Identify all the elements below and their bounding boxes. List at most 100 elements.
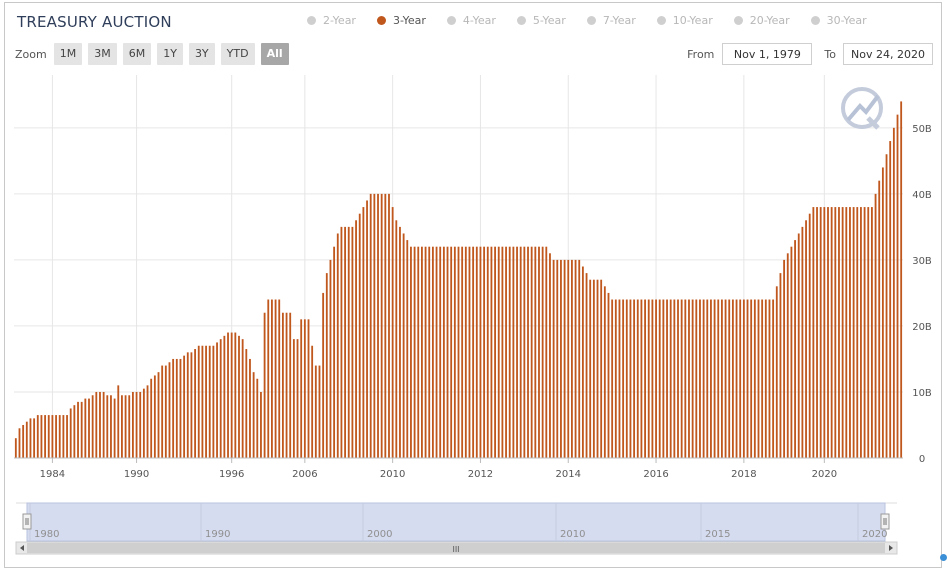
navigator-left-handle[interactable] [22, 513, 32, 530]
bar [563, 259, 566, 458]
bar [106, 395, 109, 458]
legend-item-4-year[interactable]: 4-Year [446, 14, 496, 27]
bar [453, 246, 456, 458]
zoom-button-1y[interactable]: 1Y [157, 43, 183, 65]
bar [581, 266, 584, 458]
legend-item-30-year[interactable]: 30-Year [810, 14, 867, 27]
bar [472, 246, 475, 458]
bar [344, 226, 347, 458]
legend-item-3-year[interactable]: 3-Year [376, 14, 426, 27]
zoom-button-1m[interactable]: 1M [53, 43, 83, 65]
bar [794, 240, 796, 458]
bar [14, 438, 17, 458]
bar [380, 193, 383, 459]
bar [29, 418, 32, 458]
legend-item-7-year[interactable]: 7-Year [586, 14, 636, 27]
bar [523, 246, 526, 458]
bar [373, 193, 376, 459]
bar [355, 220, 357, 458]
bar [245, 349, 248, 458]
bar [772, 299, 775, 458]
zoom-button-3m[interactable]: 3M [88, 43, 117, 65]
bar [680, 299, 683, 458]
watermark-logo-icon [838, 84, 886, 136]
resize-handle-icon[interactable] [940, 554, 947, 561]
bar [801, 226, 804, 458]
bar [47, 415, 50, 458]
bar [856, 207, 859, 458]
zoom-button-6m[interactable]: 6M [122, 43, 152, 65]
bar [516, 246, 518, 458]
bar [816, 207, 818, 458]
legend-label: 10-Year [672, 14, 713, 27]
bar [241, 339, 244, 458]
bar [139, 391, 142, 458]
bar [618, 299, 621, 458]
bar [527, 246, 529, 458]
zoom-button-all[interactable]: All [260, 43, 289, 65]
bar [153, 375, 156, 458]
navigator-right-handle[interactable] [880, 513, 890, 530]
bar [647, 299, 650, 458]
legend-item-2-year[interactable]: 2-Year [307, 14, 356, 27]
legend-item-10-year[interactable]: 10-Year [656, 14, 713, 27]
bar [252, 372, 255, 458]
bar [475, 246, 478, 458]
bar [318, 365, 321, 458]
x-tick-label: 1984 [40, 469, 65, 480]
chart-container: TREASURY AUCTION 2-Year 3-Year 4-Year 5-Yea… [4, 2, 942, 568]
bar [303, 319, 306, 458]
bar [534, 246, 537, 458]
bar [150, 378, 153, 458]
bar [296, 339, 299, 458]
bar [135, 391, 138, 458]
bar [783, 259, 786, 458]
chart-title: TREASURY AUCTION [17, 13, 172, 31]
bar [256, 378, 259, 458]
bar [208, 345, 211, 458]
legend-item-5-year[interactable]: 5-Year [516, 14, 566, 27]
bar [497, 246, 500, 458]
y-tick-label: 40B [912, 190, 932, 201]
bar [234, 332, 237, 458]
navigator-year-label: 2000 [367, 529, 392, 540]
scroll-right-arrow-icon[interactable] [889, 545, 893, 551]
bar [66, 415, 68, 458]
bar [402, 233, 405, 458]
bar [347, 226, 350, 458]
zoom-button-ytd[interactable]: YTD [220, 43, 255, 65]
bar [892, 127, 895, 459]
bar [388, 193, 390, 459]
to-date-input[interactable] [843, 43, 933, 65]
from-date-input[interactable] [722, 43, 813, 65]
x-tick-label: 2018 [731, 469, 756, 480]
bar [84, 398, 87, 458]
scrollbar-thumb[interactable] [27, 543, 885, 553]
bar [366, 200, 368, 458]
x-tick-label: 1996 [219, 469, 244, 480]
bar [263, 312, 266, 458]
x-tick-label: 2016 [643, 469, 668, 480]
legend-item-20-year[interactable]: 20-Year [733, 14, 790, 27]
bar [549, 253, 551, 458]
bar [662, 299, 665, 458]
bar [36, 415, 39, 458]
zoom-button-3y[interactable]: 3Y [188, 43, 215, 65]
navigator-year-label: 2015 [705, 529, 730, 540]
bar [307, 319, 310, 458]
bar [88, 398, 90, 458]
bar [197, 345, 200, 458]
bar [530, 246, 533, 458]
bar [62, 415, 65, 458]
legend-dot-icon [446, 16, 456, 25]
bar [175, 358, 178, 458]
scroll-left-arrow-icon[interactable] [20, 545, 24, 551]
navigator-year-label: 2010 [560, 529, 585, 540]
bar [336, 233, 339, 458]
bar [849, 207, 851, 458]
bar [300, 319, 303, 458]
x-tick-label: 2020 [812, 469, 837, 480]
bar [55, 415, 57, 458]
zoom-controls: Zoom 1M 3M 6M 1Y 3Y YTD All [15, 43, 295, 65]
bar [117, 385, 120, 458]
